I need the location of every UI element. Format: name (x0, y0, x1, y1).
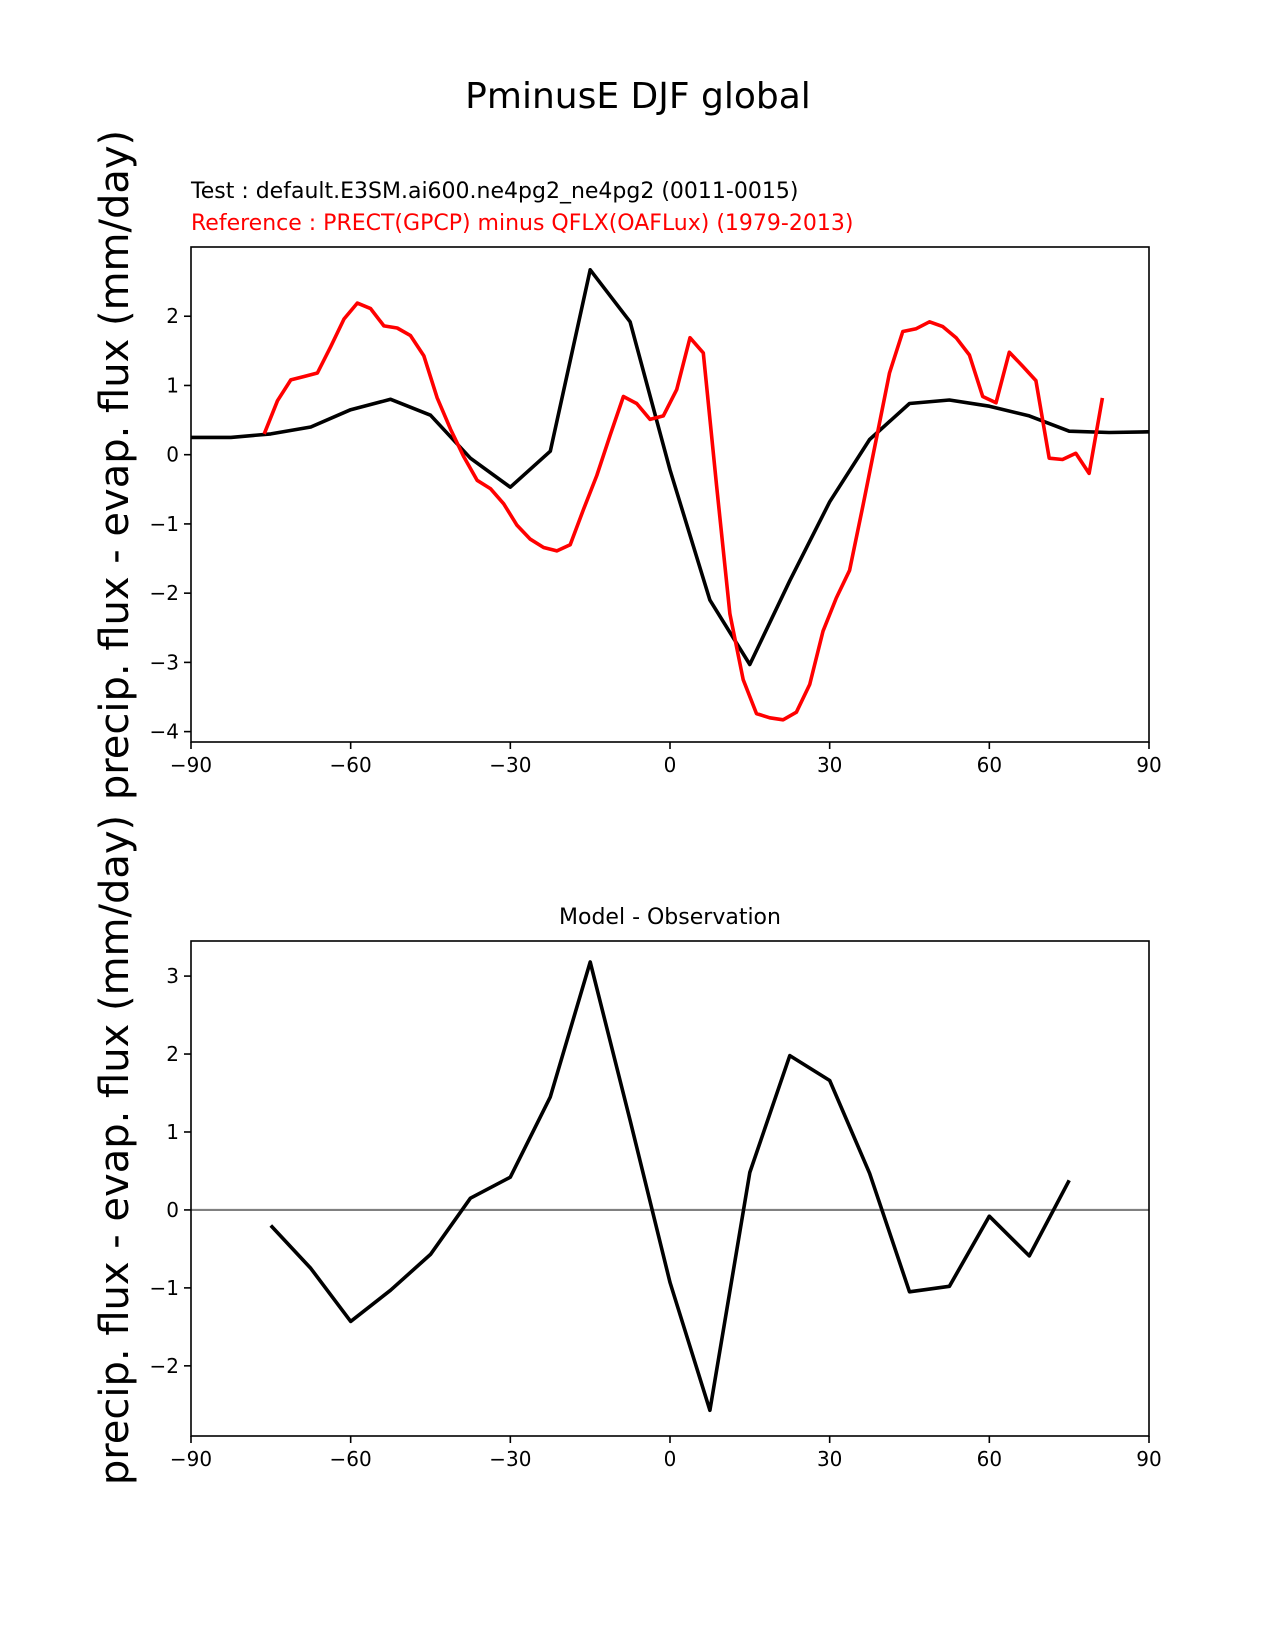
top-x-tick-label: −60 (330, 753, 372, 777)
top-x-tick-label: 60 (977, 753, 1002, 777)
top-plot-area: −90 −60 −30 0 30 60 90 −4 −3 −2 −1 0 1 2 (150, 246, 1162, 777)
top-y-tick-label: 1 (166, 373, 179, 397)
bottom-y-tick-label: 2 (166, 1042, 179, 1066)
bottom-x-tick-label: −90 (170, 1447, 212, 1471)
bottom-y-tick-label: −2 (150, 1354, 179, 1378)
bottom-axes-frame (190, 940, 1150, 1437)
bottom-series-difference-line (269, 960, 1071, 1413)
bottom-x-tick-label: −60 (330, 1447, 372, 1471)
top-series-test-line (191, 267, 1150, 667)
top-y-tick-label: 2 (166, 304, 179, 328)
bottom-y-tick-label: 1 (166, 1120, 179, 1144)
bottom-panel: Model - Observation −90 −60 −30 0 30 60 90−2−1… (150, 905, 1162, 1471)
bottom-x-tick-label: 90 (1136, 1447, 1161, 1471)
bottom-y-tick-label: −1 (150, 1276, 179, 1300)
bottom-x-tick-label: 30 (817, 1447, 842, 1471)
figure-title: PminusE DJF global (465, 76, 811, 117)
top-y-tick-label: −2 (150, 581, 179, 605)
bottom-y-tick-label: 0 (166, 1198, 179, 1222)
bottom-plot-area: −90 −60 −30 0 30 60 90 −2 −1 0 1 2 3 (150, 940, 1162, 1471)
bottom-x-tick-label: 60 (977, 1447, 1002, 1471)
bottom-x-tick-label: −30 (489, 1447, 531, 1471)
top-axes-frame (190, 246, 1150, 743)
top-y-tick-label: −3 (150, 650, 179, 674)
top-y-tick-label: −4 (150, 720, 179, 744)
bottom-panel-y-axis-label: precip. flux - evap. flux (mm/day) (92, 815, 138, 1485)
top-series-reference-line (262, 301, 1105, 722)
reference-title: Reference : PRECT(GPCP) minus QFLX(OAFLu… (191, 211, 853, 236)
top-x-tick-label: 30 (817, 753, 842, 777)
bottom-x-tick-label: 0 (664, 1447, 677, 1471)
top-x-tick-label: −90 (170, 753, 212, 777)
top-y-tick-label: −1 (150, 512, 179, 536)
bottom-y-tick-label: 3 (166, 964, 179, 988)
top-panel-y-axis-label: precip. flux - evap. flux (mm/day) (92, 130, 138, 800)
top-x-tick-label: 0 (664, 753, 677, 777)
top-y-tick-label: 0 (166, 443, 179, 467)
test-title: Test : default.E3SM.ai600.ne4pg2_ne4pg2 … (190, 179, 798, 204)
difference-title: Model - Observation (559, 905, 781, 930)
top-x-tick-label: −30 (489, 753, 531, 777)
top-panel: Test : default.E3SM.ai600.ne4pg2_ne4pg2 … (150, 179, 1162, 777)
top-x-tick-label: 90 (1136, 753, 1161, 777)
